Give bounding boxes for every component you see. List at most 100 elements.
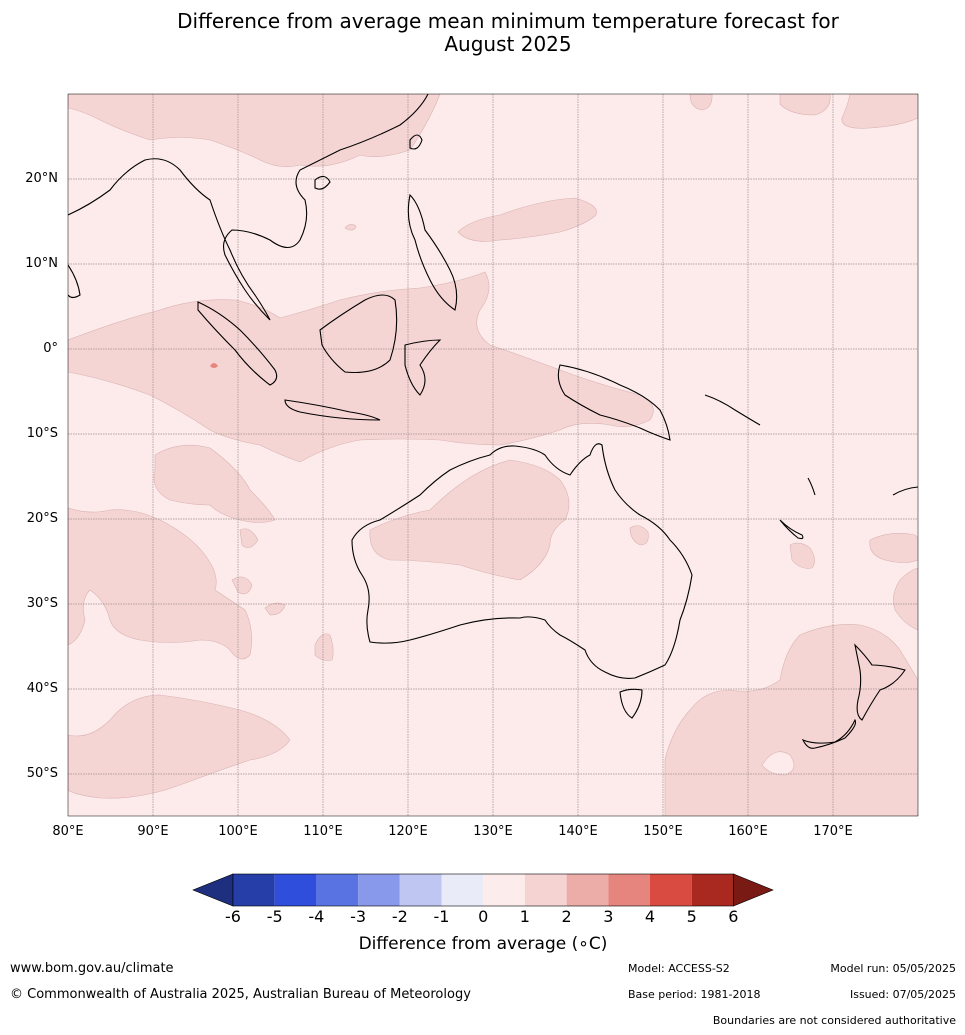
colorbar-arrow-low bbox=[192, 873, 234, 907]
lat-label-10n: 10°N bbox=[25, 256, 58, 271]
colorbar-arrow-high bbox=[733, 873, 774, 907]
lat-label-40s: 40°S bbox=[26, 681, 58, 696]
anomaly-region-north-pacific-far-east bbox=[841, 94, 918, 129]
graticule bbox=[68, 94, 918, 816]
anomaly-region-small-2 bbox=[239, 528, 259, 548]
colorbar-segment bbox=[483, 874, 525, 906]
lon-label-90e: 90°E bbox=[137, 824, 169, 839]
anomaly-region-small-1 bbox=[231, 576, 253, 595]
colorbar-tick-label: 4 bbox=[644, 907, 656, 926]
anomaly-region-indian-ocean-central bbox=[153, 444, 276, 523]
lon-label-130e: 130°E bbox=[473, 824, 513, 839]
colorbar-tick-label: -1 bbox=[433, 907, 450, 926]
lat-label-20s: 20°S bbox=[26, 511, 58, 526]
colorbar-segment bbox=[399, 874, 442, 906]
footer-model: Model: ACCESS-S2 bbox=[628, 962, 730, 975]
footer-base-period: Base period: 1981-2018 bbox=[628, 988, 761, 1001]
lon-label-150e: 150°E bbox=[643, 824, 683, 839]
lon-label-100e: 100°E bbox=[218, 824, 258, 839]
lon-label-80e: 80°E bbox=[52, 824, 84, 839]
lon-label-140e: 140°E bbox=[558, 824, 598, 839]
coastline-new-zealand-north bbox=[854, 643, 906, 721]
anomaly-region-coral-sea bbox=[789, 542, 815, 569]
colorbar-outline bbox=[232, 873, 734, 907]
coastlines bbox=[68, 94, 918, 749]
colorbar-tick-label: -3 bbox=[350, 907, 367, 926]
lon-label-120e: 120°E bbox=[388, 824, 428, 839]
footer-disclaimer: Boundaries are not considered authoritat… bbox=[712, 1014, 956, 1027]
colorbar-tick-label: 5 bbox=[686, 907, 697, 926]
colorbar-segment bbox=[608, 874, 650, 906]
coastline-java bbox=[284, 399, 381, 421]
coastline-tasmania bbox=[619, 688, 643, 719]
anomaly-region-tasman-new-zealand bbox=[664, 624, 918, 816]
coastline-hainan bbox=[314, 175, 331, 190]
colorbar-tick-label: 1 bbox=[519, 907, 530, 926]
lat-label-10s: 10°S bbox=[26, 426, 58, 441]
anomaly-hole-small-bar bbox=[210, 363, 218, 368]
colorbar-segment bbox=[691, 874, 734, 906]
lon-label-170e: 170°E bbox=[813, 824, 853, 839]
colorbar-segment bbox=[650, 874, 692, 906]
anomaly-region-asia bbox=[68, 94, 441, 167]
colorbar-label: Difference from average (∘C) bbox=[358, 934, 608, 954]
colorbar-segment bbox=[524, 874, 567, 906]
colorbar-segment bbox=[233, 874, 275, 906]
anomaly-region-north-pacific-small bbox=[689, 94, 713, 111]
lat-label-30s: 30°S bbox=[26, 596, 58, 611]
lon-label-160e: 160°E bbox=[728, 824, 768, 839]
anomaly-region-tasman-north bbox=[869, 533, 918, 563]
colorbar-tick-label: 2 bbox=[561, 907, 572, 926]
colorbar-segment bbox=[358, 874, 400, 906]
colorbar-tick-label: 6 bbox=[728, 907, 739, 926]
coastline-borneo bbox=[319, 294, 398, 374]
coastline-new-guinea bbox=[557, 364, 671, 441]
colorbar-tick-label: -2 bbox=[391, 907, 408, 926]
anomaly-region-north-pacific-east bbox=[779, 94, 831, 116]
anomaly-region-philippine-sea bbox=[457, 197, 597, 242]
map-title-line2: August 2025 bbox=[444, 32, 572, 56]
coastline-philippines bbox=[407, 193, 458, 311]
coastline-solomon-islands bbox=[704, 394, 761, 426]
colorbar bbox=[192, 873, 774, 907]
lon-label-110e: 110°E bbox=[303, 824, 343, 839]
footer-issued: Issued: 07/05/2025 bbox=[849, 988, 956, 1001]
coastline-new-zealand-south bbox=[801, 718, 857, 749]
anomaly-region-small-5 bbox=[629, 525, 649, 546]
anomaly-region-indian-ocean-west bbox=[68, 507, 252, 660]
anomaly-region-small-4 bbox=[314, 633, 334, 661]
anomaly-region-australia-interior bbox=[369, 459, 570, 581]
map-title-line1: Difference from average mean minimum tem… bbox=[177, 9, 839, 33]
footer-website: www.bom.gov.au/climate bbox=[10, 961, 174, 976]
footer-copyright: © Commonwealth of Australia 2025, Austra… bbox=[10, 987, 471, 1002]
anomaly-region-equatorial-band bbox=[68, 271, 654, 463]
map-frame bbox=[67, 93, 919, 817]
coastline-new-caledonia bbox=[779, 519, 804, 540]
coastline-taiwan bbox=[409, 134, 423, 150]
colorbar-tick-label: 3 bbox=[603, 907, 614, 926]
coastline-vanuatu bbox=[807, 477, 816, 496]
lat-label-50s: 50°S bbox=[26, 766, 58, 781]
colorbar-tick-label: 0 bbox=[478, 907, 489, 926]
coastline-sulawesi bbox=[404, 339, 442, 396]
colorbar-segment bbox=[441, 874, 484, 906]
map-title: Difference from average mean minimum tem… bbox=[0, 10, 965, 56]
coastline-fiji bbox=[892, 486, 918, 496]
colorbar-tick-label: -6 bbox=[225, 907, 241, 926]
anomaly-regions-1-to-2 bbox=[68, 94, 918, 816]
lat-label-20n: 20°N bbox=[25, 171, 58, 186]
lat-label-0: 0° bbox=[43, 341, 58, 356]
footer-model-run: Model run: 05/05/2025 bbox=[830, 962, 956, 975]
anomaly-hole-tasman bbox=[761, 751, 795, 776]
coastline-sumatra bbox=[197, 301, 278, 386]
anomaly-region-small-blob bbox=[344, 224, 357, 231]
colorbar-segment bbox=[274, 874, 317, 906]
colorbar-segment bbox=[316, 874, 359, 906]
colorbar-tick-label: -5 bbox=[266, 907, 283, 926]
anomaly-region-east-edge bbox=[893, 567, 918, 631]
colorbar-tick-label: -4 bbox=[308, 907, 325, 926]
coastline-india-edge bbox=[68, 264, 81, 299]
coastline-australia bbox=[351, 443, 693, 679]
colorbar-segment bbox=[566, 874, 609, 906]
